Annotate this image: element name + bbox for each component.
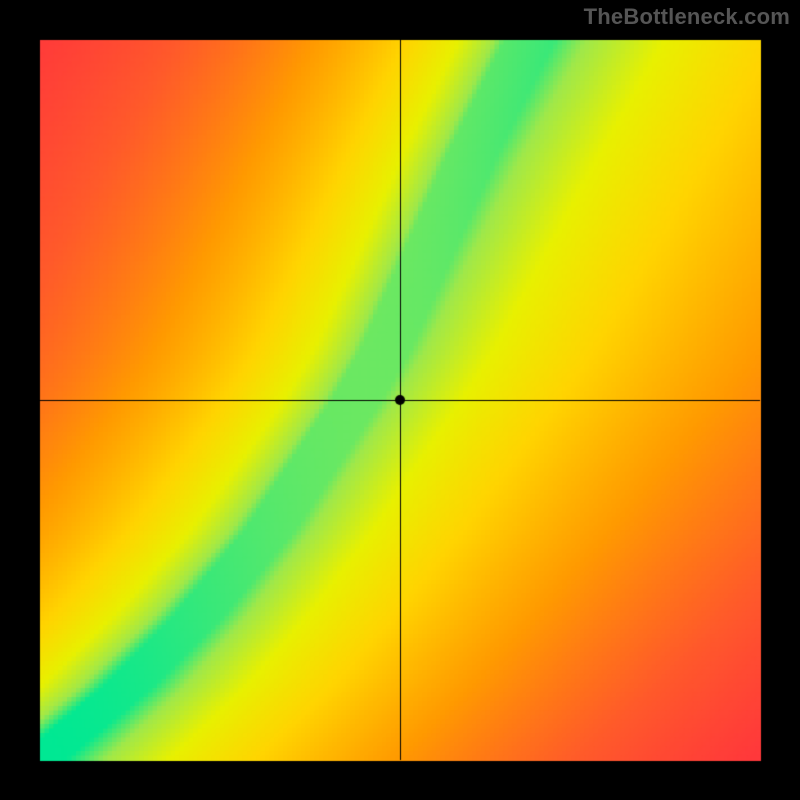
bottleneck-heatmap (0, 0, 800, 800)
watermark-text: TheBottleneck.com (584, 4, 790, 30)
